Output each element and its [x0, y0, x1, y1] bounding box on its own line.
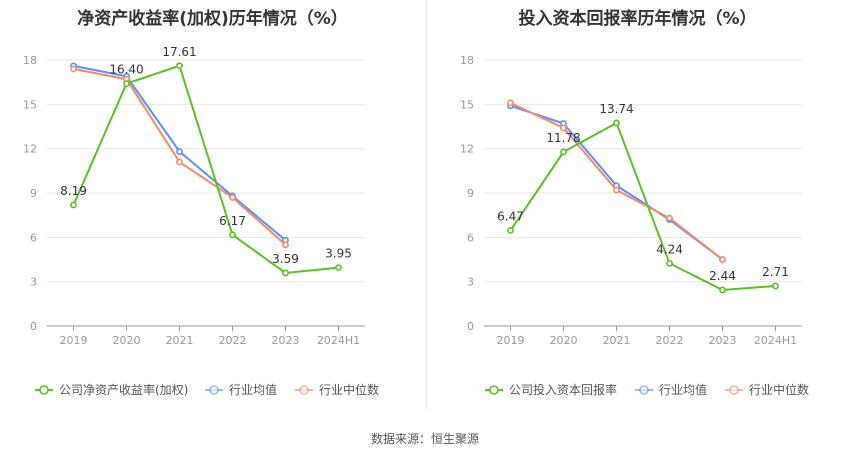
data-point: [70, 65, 77, 73]
legend-swatch-marker: [729, 385, 739, 395]
series-line: [509, 121, 776, 291]
legend-label: 行业均值: [229, 382, 277, 397]
legend-swatch-marker: [299, 385, 309, 395]
roic-chart-title: 投入资本回报率历年情况（%）: [518, 9, 757, 29]
data-label: 6.47: [497, 209, 524, 223]
data-point: [123, 80, 130, 88]
x-tick-label: 2019: [60, 334, 88, 347]
x-tick-label: 2022: [656, 334, 684, 347]
y-tick-label: 18: [23, 54, 37, 67]
legend-label: 行业中位数: [749, 382, 809, 397]
legend-swatch-marker: [489, 385, 499, 395]
y-tick-label: 6: [30, 231, 37, 244]
x-tick-label: 2021: [166, 334, 194, 347]
data-point: [613, 119, 620, 127]
y-tick-label: 0: [30, 320, 37, 333]
data-point: [282, 241, 289, 249]
x-tick-label: 2023: [272, 334, 300, 347]
series-line: [72, 64, 339, 274]
data-point: [507, 99, 514, 107]
data-label: 13.74: [599, 102, 633, 116]
data-label: 3.95: [325, 247, 352, 261]
y-tick-label: 15: [460, 98, 474, 111]
y-tick-label: 15: [23, 98, 37, 111]
data-label: 6.17: [219, 214, 246, 228]
data-point: [666, 214, 673, 222]
roe-chart-title: 净资产收益率(加权)历年情况（%）: [77, 9, 348, 29]
data-label: 8.19: [60, 184, 87, 198]
legend-label: 行业均值: [659, 382, 707, 397]
data-label: 11.78: [546, 131, 580, 145]
data-point: [335, 264, 342, 272]
panel-divider: [426, 0, 427, 410]
x-tick-label: 2024H1: [754, 334, 797, 347]
data-point: [176, 62, 183, 70]
legend-item: 公司投入资本回报率: [485, 382, 617, 397]
data-point: [176, 158, 183, 166]
data-label: 2.44: [709, 269, 736, 283]
roic-chart-panel: 投入资本回报率历年情况（%） 0 3 6 9 12 15 18 2019 2020 2021 202…: [425, 0, 850, 415]
legend-item: 行业均值: [635, 382, 707, 397]
legend-item: 行业中位数: [725, 382, 809, 397]
y-tick-label: 9: [30, 187, 37, 200]
legend-label: 公司投入资本回报率: [509, 382, 617, 397]
data-point: [666, 259, 673, 267]
data-point: [507, 226, 514, 234]
legend-item: 公司净资产收益率(加权): [35, 382, 188, 397]
data-point: [560, 124, 567, 132]
x-tick-label: 2019: [497, 334, 525, 347]
data-label: 17.61: [162, 45, 196, 59]
roe-chart-panel: 净资产收益率(加权)历年情况（%） 0 3 6 9 12 15 18 2019 2020 2021…: [0, 0, 425, 415]
x-tick-label: 2022: [219, 334, 247, 347]
data-point: [176, 148, 183, 156]
y-tick-label: 6: [467, 231, 474, 244]
data-point: [560, 148, 567, 156]
data-point: [772, 282, 779, 290]
series-line: [73, 67, 287, 246]
roe-chart: 0 3 6 9 12 15 18 2019 2020 2021 2022 2023 2024H1 8.19…: [23, 45, 379, 397]
data-source-note: 数据来源：恒生聚源: [370, 432, 479, 446]
data-point: [613, 186, 620, 194]
legend-swatch-marker: [639, 385, 649, 395]
y-tick-label: 18: [460, 54, 474, 67]
legend-label: 公司净资产收益率(加权): [59, 382, 188, 397]
data-point: [282, 269, 289, 277]
x-tick-label: 2023: [709, 334, 737, 347]
y-tick-label: 12: [23, 143, 37, 156]
x-tick-label: 2021: [603, 334, 631, 347]
y-tick-label: 3: [467, 276, 474, 289]
legend-item: 行业中位数: [295, 382, 379, 397]
y-tick-label: 9: [467, 187, 474, 200]
data-point: [229, 194, 236, 201]
data-point: [719, 256, 726, 263]
data-point: [229, 231, 236, 239]
data-label: 16.40: [109, 63, 143, 77]
data-point: [70, 201, 77, 209]
y-tick-label: 0: [467, 320, 474, 333]
data-label: 2.71: [762, 265, 789, 279]
x-tick-label: 2024H1: [317, 334, 360, 347]
roic-chart: 0 3 6 9 12 15 18 2019 2020 2021 2022 2023 2024H1 6.47…: [460, 54, 809, 397]
y-tick-label: 3: [30, 276, 37, 289]
legend-label: 行业中位数: [319, 382, 379, 397]
x-tick-label: 2020: [550, 334, 578, 347]
data-point: [719, 286, 726, 294]
legend-swatch-marker: [39, 385, 49, 395]
legend-item: 行业均值: [205, 382, 277, 397]
legend-swatch-marker: [209, 385, 219, 395]
data-label: 3.59: [272, 252, 299, 266]
x-tick-label: 2020: [113, 334, 141, 347]
y-tick-label: 12: [460, 143, 474, 156]
data-label: 4.24: [656, 242, 683, 256]
